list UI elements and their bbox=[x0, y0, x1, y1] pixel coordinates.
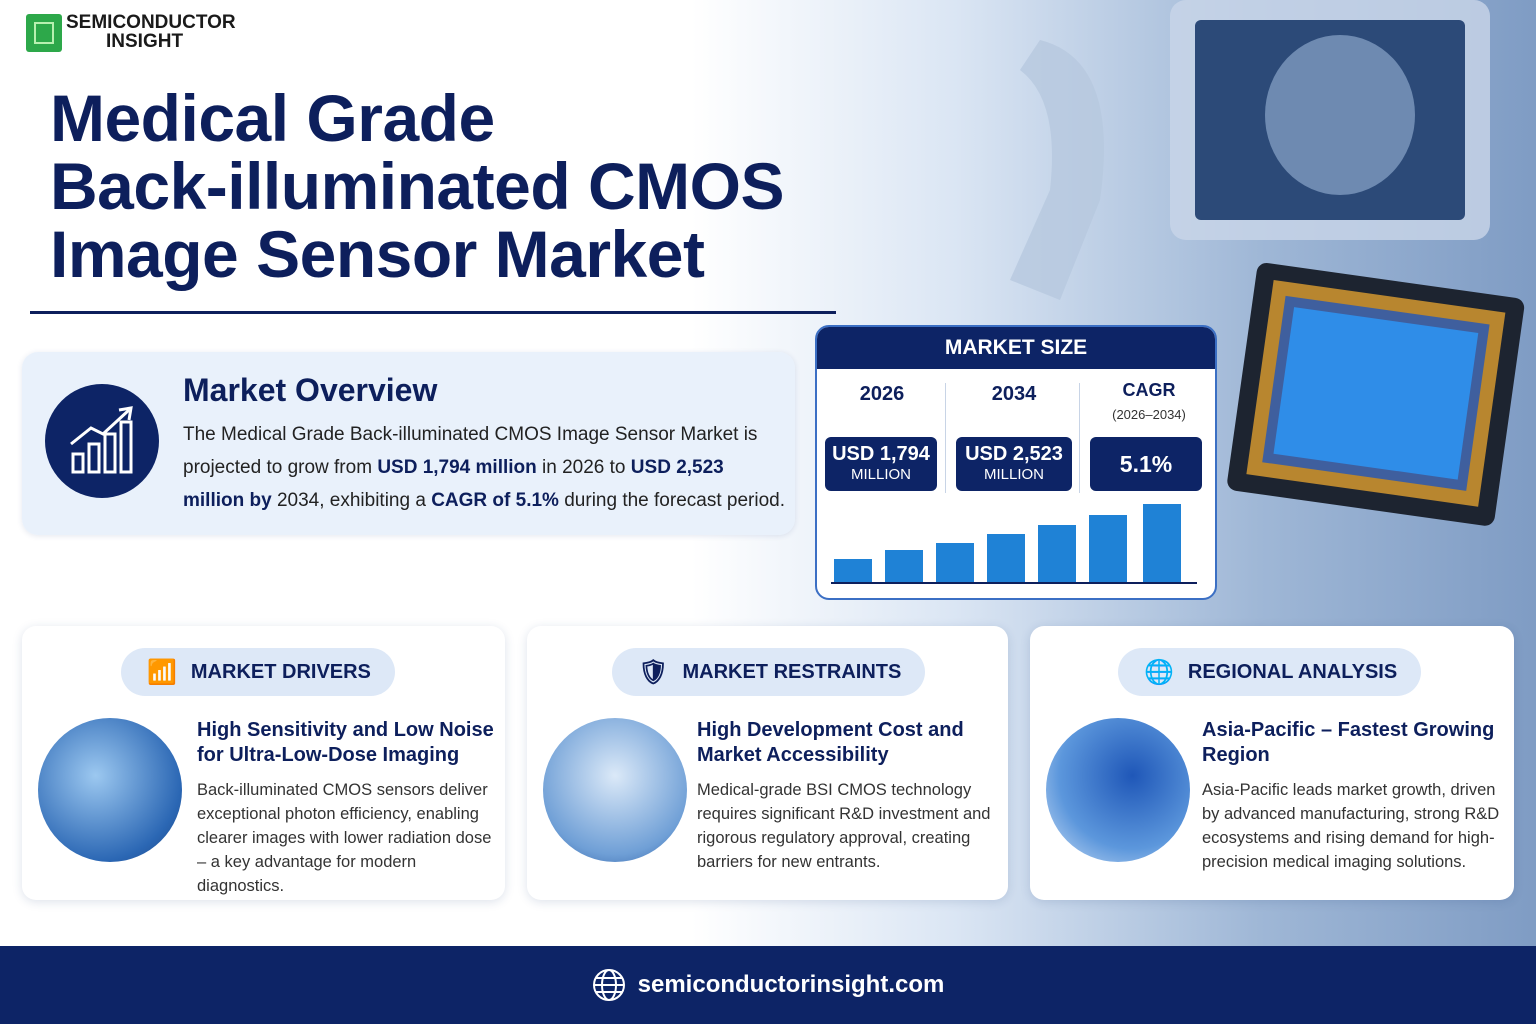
cagr-label: CAGR bbox=[1122, 380, 1176, 400]
logo-text: SEMICONDUCTOR INSIGHT bbox=[66, 13, 236, 51]
value-box: USD 2,523 MILLION bbox=[956, 437, 1072, 491]
card-image bbox=[1046, 718, 1190, 862]
unit: MILLION bbox=[850, 466, 911, 483]
title: Medical Grade Back-illuminated CMOS Imag… bbox=[50, 84, 784, 288]
cagr-value: 5.1% bbox=[1090, 437, 1202, 491]
year: 2034 bbox=[991, 383, 1037, 405]
card-title: Asia-Pacific – Fastest Growing Region bbox=[1202, 719, 1495, 766]
card-image bbox=[38, 718, 182, 862]
logo-line: INSIGHT bbox=[106, 31, 184, 52]
card-body: Medical-grade BSI CMOS technology requir… bbox=[697, 781, 991, 871]
card: 📶 MARKET DRIVERS High Sensitivity and Low… bbox=[22, 626, 505, 900]
card-heading-text: MARKET DRIVERS bbox=[190, 660, 371, 683]
title-line: Back-illuminated CMOS bbox=[50, 149, 784, 223]
year: 2026 bbox=[859, 383, 905, 405]
card-heading: 🛡 MARKET RESTRAINTS bbox=[612, 648, 926, 696]
overview-icon bbox=[45, 384, 159, 498]
market-size-heading: MARKET SIZE bbox=[817, 327, 1215, 369]
card-heading: 🌐 REGIONAL ANALYSIS bbox=[1118, 648, 1422, 696]
card-heading-text: REGIONAL ANALYSIS bbox=[1187, 660, 1398, 683]
footer-url[interactable]: semiconductorinsight.com bbox=[637, 971, 945, 998]
card-heading: 📶 MARKET DRIVERS bbox=[121, 648, 395, 696]
overview-heading: Market Overview bbox=[183, 372, 438, 408]
card-image bbox=[543, 718, 687, 862]
overview-segment: USD 1,794 million bbox=[377, 457, 537, 478]
globe-icon bbox=[592, 969, 625, 1001]
growth-bars bbox=[831, 504, 1197, 584]
overview-box: Market Overview The Medical Grade Back-i… bbox=[22, 352, 795, 535]
title-line: Medical Grade bbox=[50, 81, 495, 155]
card-title: High Sensitivity and Low Noise for Ultra… bbox=[197, 719, 494, 766]
overview-segment: USD 2,523 million by bbox=[183, 457, 724, 511]
card-title: High Development Cost and Market Accessi… bbox=[697, 719, 964, 766]
overview-segment: in 2026 to bbox=[536, 457, 631, 478]
card: 🌐 REGIONAL ANALYSIS Asia-Pacific – Fastes… bbox=[1030, 626, 1514, 900]
footer: semiconductorinsight.com bbox=[0, 946, 1536, 1024]
logo-line: SEMICONDUCTOR bbox=[66, 12, 236, 33]
cagr-period: (2026–2034) bbox=[1112, 407, 1186, 422]
overview-text: The Medical Grade Back-illuminated CMOS … bbox=[183, 418, 788, 517]
title-rule bbox=[30, 311, 836, 314]
card: 🛡 MARKET RESTRAINTS High Development Cost… bbox=[527, 626, 1008, 900]
value: USD 1,794 bbox=[832, 443, 930, 465]
card-body: Back-illuminated CMOS sensors deliver ex… bbox=[197, 781, 492, 895]
logo-icon bbox=[26, 14, 62, 52]
unit: MILLION bbox=[983, 466, 1044, 483]
value: USD 2,523 bbox=[965, 443, 1063, 465]
overview-segment: 2034, exhibiting a bbox=[271, 490, 432, 511]
market-size-box: MARKET SIZE 2026 2034 CAGR (2026–2034) U… bbox=[815, 325, 1217, 600]
overview-segment: during the forecast period. bbox=[558, 490, 785, 511]
value-box: USD 1,794 MILLION bbox=[825, 437, 937, 491]
card-heading-text: MARKET RESTRAINTS bbox=[682, 660, 902, 683]
overview-segment: CAGR of 5.1% bbox=[431, 490, 559, 511]
title-line: Image Sensor Market bbox=[50, 217, 705, 291]
card-body: Asia-Pacific leads market growth, driven… bbox=[1202, 781, 1500, 871]
overview-segment: The Medical Grade Back-illuminated CMOS … bbox=[183, 424, 758, 478]
